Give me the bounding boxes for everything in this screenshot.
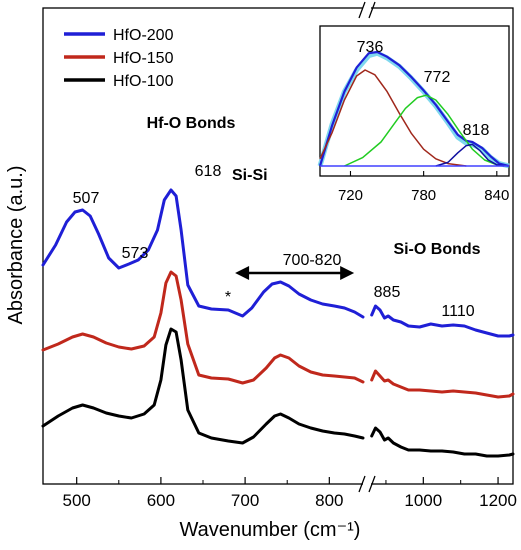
plot-border: [42, 7, 514, 485]
plot-frame: [42, 1, 514, 493]
annotation-layer: Hf-O Bonds 507 573 618 Si-Si * 700-820 Si-O Bon…: [73, 115, 481, 320]
y-axis-title: Absorbance (a.u.): [5, 166, 27, 325]
series-line-hfo-150: [370, 369, 515, 399]
legend-label-hfo-200: HfO-200: [113, 27, 174, 44]
inset-peak-label-818: 818: [463, 122, 490, 139]
axis-break-mark: [358, 1, 366, 19]
annotation-700-820: 700-820: [283, 252, 342, 269]
annotation-507: 507: [73, 190, 100, 207]
x-tick-label: 700: [231, 491, 259, 510]
inset-tick-label: 720: [338, 187, 363, 204]
x-tick-label: 500: [62, 491, 90, 510]
inset-line-736-component: [319, 69, 467, 167]
inset-peak-label-736: 736: [357, 39, 384, 56]
annotation-618: 618: [195, 163, 222, 180]
series-line-hfo-100: [41, 327, 365, 445]
series-line-hfo-200: [370, 304, 515, 338]
series-line-hfo-150: [41, 270, 365, 385]
axis-break-mark: [368, 1, 376, 19]
legend: HfO-200 HfO-150 HfO-100: [64, 27, 174, 90]
annotation-885: 885: [374, 284, 401, 301]
x-tick-label: 800: [315, 491, 343, 510]
axis-break-mark: [368, 475, 376, 493]
inset-line-818-component: [435, 143, 505, 167]
inset-line-fit: [318, 50, 510, 168]
tick-layer: 500 600 700 800 1000 1200: [62, 477, 517, 510]
x-tick-label: 1000: [404, 491, 442, 510]
axis-break-gap: [363, 5, 371, 487]
inset-line-772-component: [344, 94, 498, 167]
inset-peak-label-772: 772: [424, 69, 451, 86]
legend-label-hfo-150: HfO-150: [113, 50, 174, 67]
x-tick-label: 600: [147, 491, 175, 510]
annotation-si-si: Si-Si: [232, 167, 268, 184]
annotation-si-o-bonds: Si-O Bonds: [393, 241, 480, 258]
series-line-hfo-100: [370, 426, 515, 458]
x-tick-label: 1200: [479, 491, 517, 510]
x-axis-title: Wavenumber (cm⁻¹): [180, 519, 361, 541]
axis-break-mark: [358, 475, 366, 493]
range-arrow-left-head: [235, 266, 250, 280]
series-layer: [41, 188, 515, 458]
annotation-1110: 1110: [441, 303, 474, 320]
series-line-hfo-200: [41, 188, 365, 319]
range-arrow-right-head: [340, 266, 355, 280]
annotation-573: 573: [122, 245, 149, 262]
annotation-asterisk: *: [225, 289, 231, 306]
annotation-hf-o-bonds: Hf-O Bonds: [147, 115, 236, 132]
inset-panel: 720 780 840 736 772 818: [317, 25, 510, 204]
inset-tick-label: 780: [411, 187, 436, 204]
legend-label-hfo-100: HfO-100: [113, 73, 174, 90]
inset-tick-label: 840: [484, 187, 509, 204]
